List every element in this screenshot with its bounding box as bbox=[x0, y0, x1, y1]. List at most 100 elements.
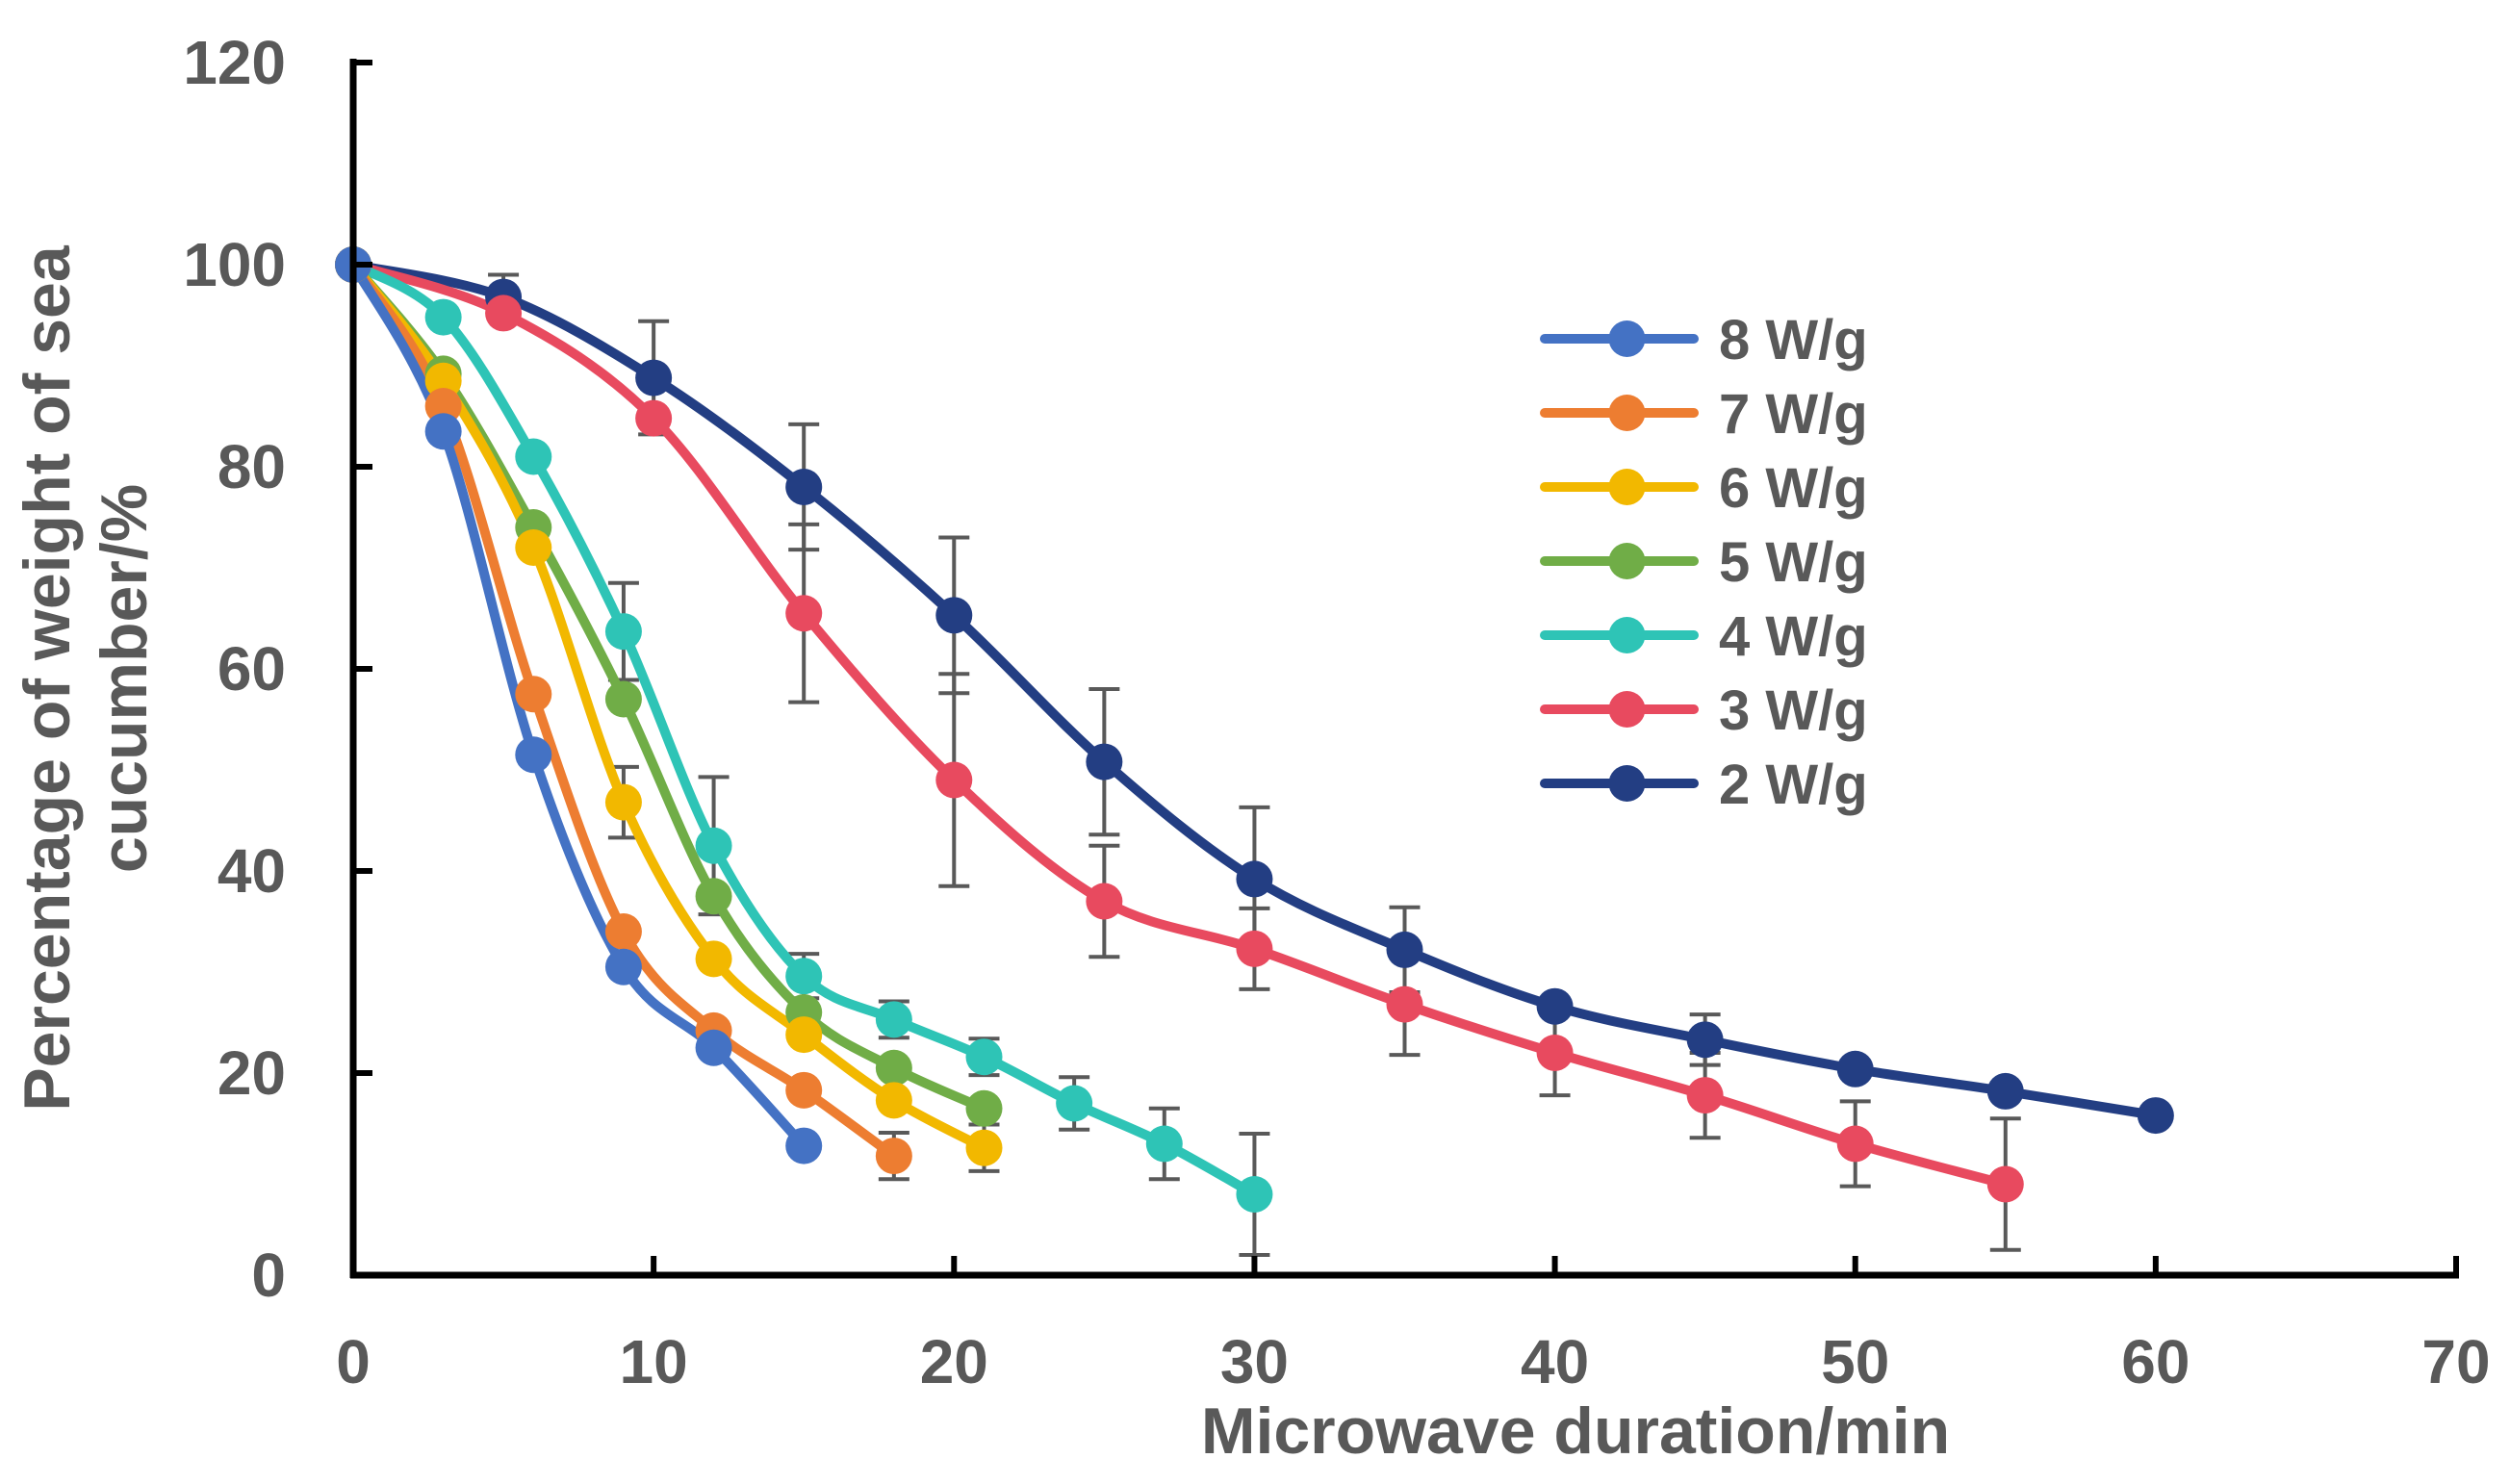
data-point bbox=[1536, 987, 1574, 1025]
y-tick-label: 0 bbox=[251, 1241, 286, 1310]
data-point bbox=[695, 827, 732, 864]
data-point bbox=[604, 613, 642, 651]
x-tick-label: 10 bbox=[620, 1327, 688, 1396]
data-point bbox=[515, 529, 552, 566]
series-lines bbox=[348, 260, 2161, 1199]
legend-swatch-marker bbox=[1608, 320, 1646, 357]
x-axis-title: Microwave duration/min bbox=[1201, 1394, 1950, 1468]
data-point bbox=[875, 1049, 912, 1087]
x-tick-label: 40 bbox=[1521, 1327, 1589, 1396]
legend-entry: 3 W/g bbox=[1540, 679, 1868, 742]
x-tick-label: 30 bbox=[1220, 1327, 1289, 1396]
data-point bbox=[424, 298, 462, 336]
data-point bbox=[424, 362, 462, 399]
data-point bbox=[604, 948, 642, 985]
data-point bbox=[485, 294, 523, 332]
legend-swatch-marker bbox=[1608, 469, 1646, 505]
series-markers bbox=[335, 246, 2174, 1213]
data-point bbox=[695, 1029, 732, 1066]
x-tick-label: 60 bbox=[2121, 1327, 2190, 1396]
data-point bbox=[424, 413, 462, 450]
data-point bbox=[635, 399, 673, 437]
data-point bbox=[1236, 1176, 1273, 1213]
series-line bbox=[348, 260, 1260, 1199]
legend-entry: 6 W/g bbox=[1540, 457, 1868, 520]
y-tick-label: 100 bbox=[183, 230, 286, 299]
data-point bbox=[785, 595, 823, 632]
data-point bbox=[1836, 1050, 1874, 1087]
y-axis-title: Percentage of weight of sea cucumber/% bbox=[11, 244, 161, 1112]
data-point bbox=[1686, 1077, 1724, 1114]
data-point bbox=[965, 1129, 1003, 1166]
data-point bbox=[785, 1127, 823, 1164]
data-point bbox=[424, 388, 462, 424]
legend-swatch-marker bbox=[1608, 543, 1646, 579]
data-point bbox=[695, 940, 732, 978]
data-point bbox=[1086, 743, 1123, 780]
legend-label: 7 W/g bbox=[1719, 383, 1868, 446]
data-point bbox=[1236, 860, 1273, 898]
legend-label: 8 W/g bbox=[1719, 309, 1868, 371]
data-point bbox=[515, 438, 552, 475]
data-point bbox=[935, 761, 973, 799]
legend-label: 6 W/g bbox=[1719, 457, 1868, 520]
data-point bbox=[1056, 1085, 1093, 1122]
data-point bbox=[785, 1016, 823, 1054]
data-point bbox=[965, 1038, 1003, 1076]
y-tick-label: 60 bbox=[218, 634, 286, 704]
legend: 8 W/g 7 W/g 6 W/g 5 W/g 4 W/g 3 W/g 2 W/g bbox=[1540, 309, 1868, 816]
y-tick-label: 20 bbox=[218, 1038, 286, 1108]
y-tick-label: 40 bbox=[218, 836, 286, 906]
y-axis-title-line-2: cucumber/% bbox=[88, 484, 161, 873]
series-line bbox=[348, 260, 809, 1151]
data-point bbox=[635, 359, 673, 397]
legend-swatch-marker bbox=[1608, 395, 1646, 431]
data-point bbox=[875, 1082, 912, 1119]
legend-swatch-marker bbox=[1608, 617, 1646, 653]
data-point bbox=[1086, 883, 1123, 920]
x-tick-label: 70 bbox=[2421, 1327, 2490, 1396]
x-tick-label: 50 bbox=[1821, 1327, 1889, 1396]
legend-label: 2 W/g bbox=[1719, 754, 1868, 816]
data-point bbox=[785, 958, 823, 995]
data-point bbox=[1836, 1125, 1874, 1163]
data-point bbox=[604, 783, 642, 821]
data-point bbox=[965, 1089, 1003, 1127]
data-point bbox=[1386, 985, 1423, 1023]
data-point bbox=[785, 1071, 823, 1109]
legend-label: 5 W/g bbox=[1719, 531, 1868, 594]
data-point bbox=[2137, 1097, 2174, 1135]
data-point bbox=[515, 676, 552, 713]
y-tick-label: 120 bbox=[183, 28, 286, 97]
legend-label: 4 W/g bbox=[1719, 605, 1868, 668]
data-point bbox=[695, 878, 732, 915]
x-tick-label: 20 bbox=[920, 1327, 988, 1396]
data-point bbox=[785, 469, 823, 505]
data-point bbox=[875, 1138, 912, 1175]
data-point bbox=[1145, 1125, 1183, 1163]
data-point bbox=[604, 680, 642, 718]
y-tick-label: 80 bbox=[218, 432, 286, 501]
y-axis-title-line-1: Percentage of weight of sea bbox=[11, 244, 84, 1112]
legend-entry: 2 W/g bbox=[1540, 754, 1868, 816]
data-point bbox=[515, 736, 552, 774]
axes: 0 20 40 60 80 100 120 0 10 20 30 40 50 60 70 bbox=[183, 28, 2490, 1396]
data-point bbox=[1536, 1035, 1574, 1071]
legend-entry: 4 W/g bbox=[1540, 605, 1868, 668]
data-point bbox=[604, 913, 642, 950]
legend-swatch-marker bbox=[1608, 691, 1646, 728]
data-point bbox=[935, 597, 973, 634]
data-point bbox=[1986, 1072, 2024, 1110]
data-point bbox=[1386, 931, 1423, 968]
legend-swatch-marker bbox=[1608, 765, 1646, 802]
legend-entry: 5 W/g bbox=[1540, 531, 1868, 594]
legend-entry: 7 W/g bbox=[1540, 383, 1868, 446]
data-point bbox=[1986, 1165, 2024, 1203]
data-point bbox=[875, 1001, 912, 1038]
x-tick-label: 0 bbox=[336, 1327, 371, 1396]
legend-entry: 8 W/g bbox=[1540, 309, 1868, 371]
legend-label: 3 W/g bbox=[1719, 679, 1868, 742]
data-point bbox=[1686, 1021, 1724, 1059]
data-point bbox=[1236, 930, 1273, 967]
